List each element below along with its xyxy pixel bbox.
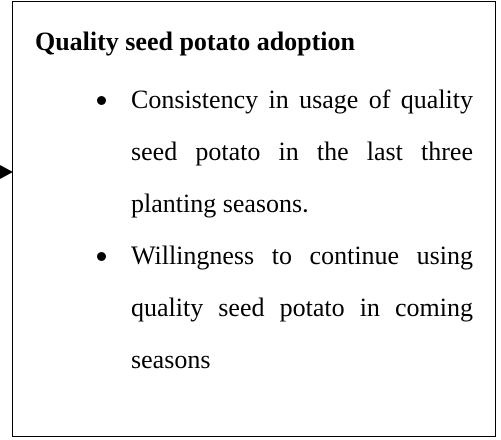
- content-box: Quality seed potato adoption Consistency…: [12, 1, 496, 437]
- bullet: [97, 96, 106, 105]
- bullet-item: Willingness to continue using quality se…: [73, 230, 473, 386]
- arrow-tip: [0, 165, 13, 179]
- bullet-text: Willingness to continue using quality se…: [131, 241, 473, 374]
- bullet-text: Consistency in usage of quality seed pot…: [131, 85, 473, 218]
- bullet: [97, 252, 106, 261]
- bullet-item: Consistency in usage of quality seed pot…: [73, 74, 473, 230]
- bullet-list: Consistency in usage of quality seed pot…: [73, 74, 473, 386]
- arrow-head: [0, 165, 13, 179]
- box-title: Quality seed potato adoption: [35, 27, 355, 56]
